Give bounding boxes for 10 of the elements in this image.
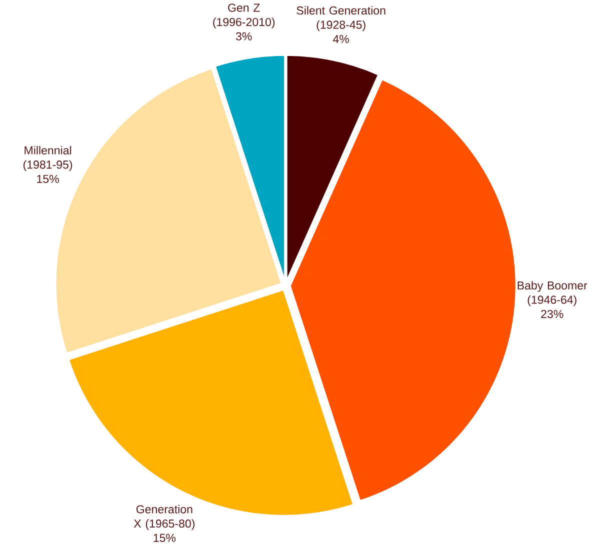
slice-label: Millennial (1981-95) <box>23 146 72 172</box>
data-label: 23% <box>541 310 564 318</box>
slice-label: Baby Boomer (1946-64) <box>518 281 588 306</box>
slice-label: Silent Generation (1928-45) <box>296 6 386 32</box>
slice-label: Gen Z (1996-2010) <box>213 4 275 29</box>
slice-label: Generation X (1965-80) <box>134 505 194 530</box>
data-label: 15% <box>37 175 59 184</box>
data-label: 3% <box>236 32 252 41</box>
data-label: 4% <box>332 35 349 44</box>
data-label: 15% <box>154 534 176 542</box>
